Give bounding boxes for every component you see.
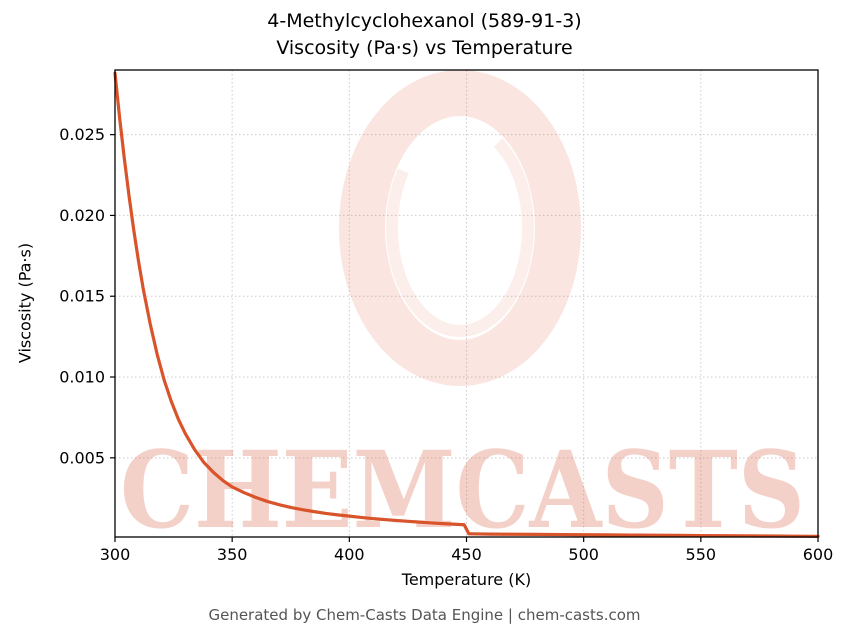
chart-title-line1: 4-Methylcyclohexanol (589-91-3) xyxy=(267,10,582,32)
chart-title-line2: Viscosity (Pa·s) vs Temperature xyxy=(276,37,573,59)
x-tick-label: 550 xyxy=(686,545,717,564)
viscosity-curve xyxy=(113,71,820,538)
chart-title: 4-Methylcyclohexanol (589-91-3) Viscosit… xyxy=(0,8,849,62)
x-tick-label: 350 xyxy=(217,545,248,564)
y-tick-label: 0.010 xyxy=(59,368,105,387)
x-axis-label: Temperature (K) xyxy=(401,570,532,589)
y-tick-label: 0.005 xyxy=(59,448,105,467)
y-tick-label: 0.025 xyxy=(59,125,105,144)
watermark-text: CHEMCASTS xyxy=(120,427,805,552)
x-tick-label: 500 xyxy=(568,545,599,564)
y-axis-label: Viscosity (Pa·s) xyxy=(15,242,35,364)
watermark-logo-icon xyxy=(339,70,581,386)
x-tick-label: 450 xyxy=(451,545,482,564)
y-tick-label: 0.020 xyxy=(59,206,105,225)
x-tick-label: 400 xyxy=(334,545,365,564)
y-tick-label: 0.015 xyxy=(59,287,105,306)
watermark-logo-swirl-icon xyxy=(386,119,534,337)
footer-credit: Generated by Chem-Casts Data Engine | ch… xyxy=(208,606,641,624)
x-tick-label: 300 xyxy=(100,545,131,564)
x-tick-label: 600 xyxy=(803,545,834,564)
